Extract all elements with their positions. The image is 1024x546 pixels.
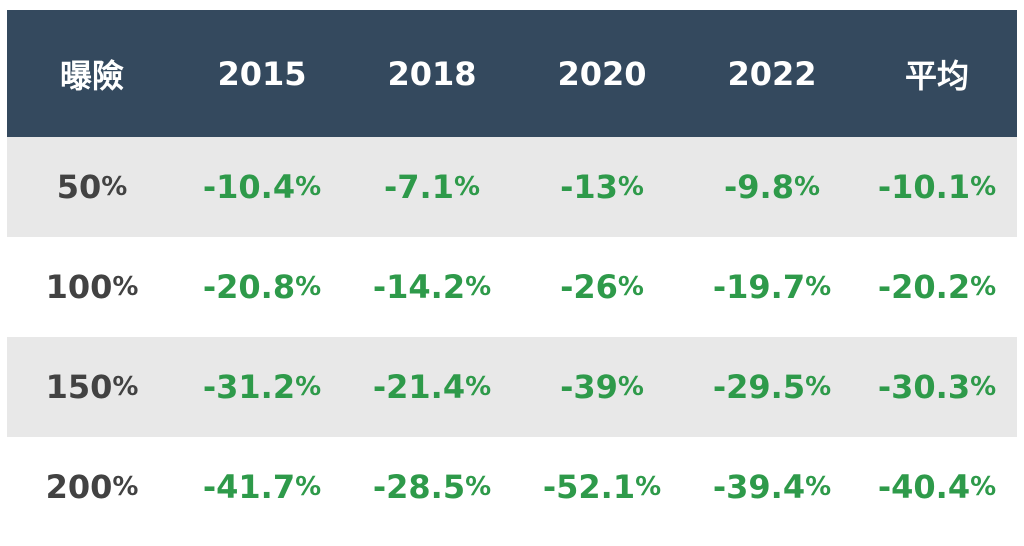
exposure-label: 50% xyxy=(56,168,128,206)
exposure-label: 100% xyxy=(45,268,139,306)
table-row: 150% -31.2% -21.4% -39% -29.5% -30.3% xyxy=(7,337,1017,437)
value-cell: -39.4% xyxy=(712,468,832,506)
value-cell: -19.7% xyxy=(712,268,832,306)
exposure-label: 150% xyxy=(45,368,139,406)
value-cell: -7.1% xyxy=(383,168,481,206)
header-cell-2020: 2020 xyxy=(557,54,647,93)
value-cell: -21.4% xyxy=(372,368,492,406)
value-cell: -20.8% xyxy=(202,268,322,306)
header-cell-2018: 2018 xyxy=(387,54,477,93)
value-cell: -14.2% xyxy=(372,268,492,306)
value-cell: -20.2% xyxy=(877,268,997,306)
value-cell: -39% xyxy=(560,368,644,406)
value-cell: -13% xyxy=(560,168,644,206)
header-cell-2022: 2022 xyxy=(727,54,817,93)
value-cell: -10.4% xyxy=(202,168,322,206)
value-cell: -26% xyxy=(560,268,644,306)
value-cell: -40.4% xyxy=(877,468,997,506)
table-row: 50% -10.4% -7.1% -13% -9.8% -10.1% xyxy=(7,137,1017,237)
exposure-label: 200% xyxy=(45,468,139,506)
table-row: 200% -41.7% -28.5% -52.1% -39.4% -40.4% xyxy=(7,437,1017,537)
value-cell: -30.3% xyxy=(877,368,997,406)
header-cell-average: 平均 xyxy=(904,56,969,95)
table-row: 100% -20.8% -14.2% -26% -19.7% -20.2% xyxy=(7,237,1017,337)
value-cell: -10.1% xyxy=(877,168,997,206)
value-cell: -52.1% xyxy=(542,468,662,506)
value-cell: -31.2% xyxy=(202,368,322,406)
header-cell-2015: 2015 xyxy=(217,54,307,93)
data-table: 曝險 2015 2018 2020 2022 平均 50% -10.4% -7.… xyxy=(7,10,1017,537)
value-cell: -29.5% xyxy=(712,368,832,406)
value-cell: -28.5% xyxy=(372,468,492,506)
value-cell: -9.8% xyxy=(723,168,821,206)
header-row: 曝險 2015 2018 2020 2022 平均 xyxy=(7,10,1017,137)
value-cell: -41.7% xyxy=(202,468,322,506)
header-cell-exposure: 曝險 xyxy=(59,56,124,95)
